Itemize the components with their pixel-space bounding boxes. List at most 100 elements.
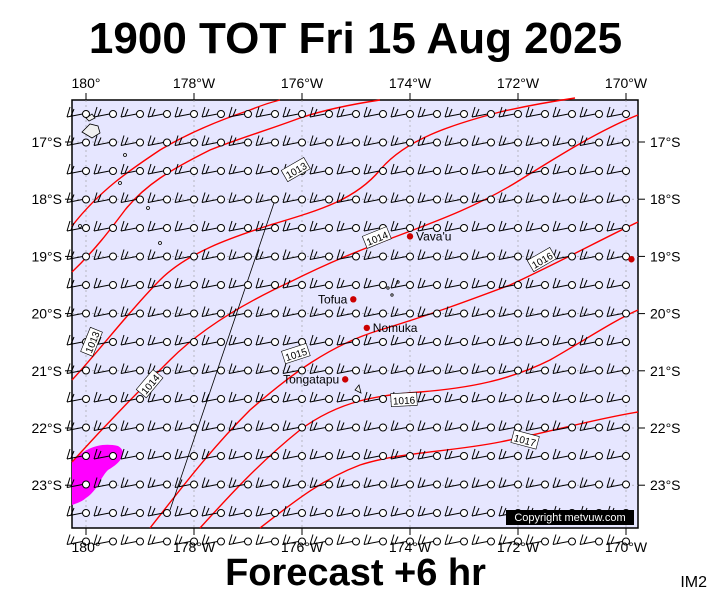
wind-barb <box>120 477 144 489</box>
wind-barb <box>606 391 630 403</box>
wind-barb <box>147 277 171 289</box>
wind-barb <box>66 534 90 546</box>
wind-barb <box>201 391 225 403</box>
wind-barb <box>336 363 360 375</box>
wind-barb <box>471 420 495 432</box>
place-label: Vava'u <box>416 229 451 243</box>
lat-label-right: 20°S <box>650 306 681 322</box>
wind-barb <box>309 420 333 432</box>
lat-label-left: 20°S <box>31 306 62 322</box>
wind-barb <box>552 334 576 346</box>
lat-label-left: 18°S <box>31 191 62 207</box>
wind-barb <box>120 192 144 204</box>
wind-barb <box>606 220 630 232</box>
wind-barb <box>336 334 360 346</box>
wind-barb <box>228 420 252 432</box>
lat-label-left: 17°S <box>31 134 62 150</box>
lon-label-bottom: 180° <box>72 539 101 555</box>
wind-barb <box>120 249 144 261</box>
wind-barb <box>336 249 360 261</box>
wind-barb <box>255 334 279 346</box>
wind-barb <box>606 192 630 204</box>
wind-barb <box>228 448 252 460</box>
wind-barb <box>606 163 630 175</box>
wind-barb <box>606 420 630 432</box>
wind-barb <box>363 534 387 546</box>
wind-barb <box>606 477 630 489</box>
wind-barb <box>120 534 144 546</box>
wind-barb <box>282 391 306 403</box>
copyright-text: Copyright metvuw.com <box>514 512 625 524</box>
wind-barb <box>174 448 198 460</box>
wind-barb <box>471 277 495 289</box>
wind-barb <box>336 106 360 118</box>
wind-barb <box>282 306 306 318</box>
lon-label-top: 178°W <box>173 75 216 91</box>
wind-barb <box>606 106 630 118</box>
place-label: Nomuka <box>373 321 418 335</box>
wind-barb <box>606 277 630 289</box>
lat-label-right: 21°S <box>650 363 681 379</box>
wind-barb <box>255 135 279 147</box>
wind-barb <box>390 534 414 546</box>
wind-barb <box>93 477 117 489</box>
wind-barb <box>336 448 360 460</box>
wind-barb <box>363 477 387 489</box>
wind-barb <box>228 220 252 232</box>
wind-barb <box>201 163 225 175</box>
wind-barb <box>471 306 495 318</box>
wind-barb <box>147 106 171 118</box>
wind-barb <box>552 363 576 375</box>
wind-barb <box>552 448 576 460</box>
wind-barb <box>336 505 360 517</box>
wind-barb <box>471 135 495 147</box>
wind-barb <box>390 163 414 175</box>
wind-barb <box>201 334 225 346</box>
wind-barb <box>66 306 90 318</box>
wind-barb <box>444 420 468 432</box>
wind-barb <box>309 277 333 289</box>
wind-barb <box>309 363 333 375</box>
wind-barb <box>444 192 468 204</box>
wind-barb <box>309 334 333 346</box>
wind-barb <box>363 277 387 289</box>
wind-barb <box>579 277 603 289</box>
wind-barb <box>471 220 495 232</box>
wind-barb <box>174 277 198 289</box>
wind-barb <box>363 448 387 460</box>
wind-barb <box>417 505 441 517</box>
wind-barb <box>174 334 198 346</box>
wind-barb <box>444 277 468 289</box>
wind-barb <box>93 534 117 546</box>
wind-barb <box>174 135 198 147</box>
wind-barb <box>66 220 90 232</box>
wind-barb <box>66 277 90 289</box>
wind-barb <box>390 306 414 318</box>
wind-barb <box>282 220 306 232</box>
wind-barb <box>552 534 576 546</box>
wind-barb <box>120 448 144 460</box>
wind-barb <box>174 391 198 403</box>
wind-barb <box>444 534 468 546</box>
wind-barb <box>525 477 549 489</box>
wind-barb <box>390 420 414 432</box>
wind-barb <box>471 106 495 118</box>
wind-barb <box>93 363 117 375</box>
wind-barb <box>579 106 603 118</box>
wind-barb <box>390 192 414 204</box>
wind-barb <box>444 448 468 460</box>
wind-barb <box>579 306 603 318</box>
wind-barb <box>93 220 117 232</box>
wind-barb <box>498 277 522 289</box>
wind-barb <box>282 277 306 289</box>
wind-barb <box>201 249 225 261</box>
wind-barb <box>147 192 171 204</box>
wind-barb <box>525 534 549 546</box>
wind-barb <box>471 192 495 204</box>
wind-barb <box>255 192 279 204</box>
wind-barb <box>93 448 117 460</box>
wind-barb <box>444 477 468 489</box>
wind-barb <box>282 363 306 375</box>
wind-barb <box>444 505 468 517</box>
wind-barb <box>228 306 252 318</box>
